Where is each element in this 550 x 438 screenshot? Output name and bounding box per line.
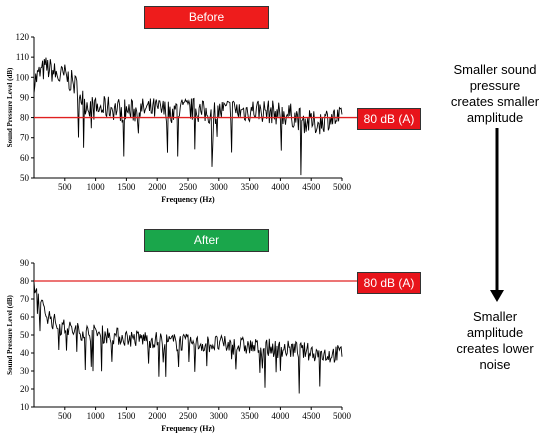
- before-x-tick-label: 3500: [241, 182, 260, 192]
- after-x-tick-label: 500: [58, 411, 72, 421]
- after-series-line: [33, 281, 343, 394]
- after-x-tick-label: 2000: [148, 411, 167, 421]
- after-y-axis-label: Sound Pressure Level (dB): [6, 295, 14, 375]
- before-x-tick-label: 4000: [271, 182, 290, 192]
- after-badge: After: [144, 229, 269, 252]
- before-y-axis-label: Sound Pressure Level (dB): [6, 67, 14, 147]
- after-y-tick-label: 30: [20, 366, 30, 376]
- before-x-tick-label: 2000: [148, 182, 167, 192]
- after-x-tick-label: 4500: [302, 411, 321, 421]
- before-x-tick-label: 500: [58, 182, 72, 192]
- after-y-tick-label: 40: [20, 348, 30, 358]
- before-series-line: [33, 57, 343, 176]
- note-bottom-line-3: creates lower: [456, 341, 534, 356]
- before-y-tick-label: 70: [20, 133, 30, 143]
- before-y-tick-label: 120: [16, 32, 30, 42]
- note-bottom-line-4: noise: [479, 357, 511, 372]
- note-top-line-4: amplitude: [466, 110, 524, 125]
- before-x-tick-label: 5000: [333, 182, 352, 192]
- after-y-tick-label: 60: [20, 312, 30, 322]
- after-y-tick-label: 80: [20, 276, 30, 286]
- before-x-tick-label: 1500: [117, 182, 136, 192]
- after-x-tick-label: 4000: [271, 411, 290, 421]
- after-y-tick-label: 10: [20, 402, 30, 412]
- before-badge: Before: [144, 6, 269, 29]
- before-y-tick-label: 50: [20, 173, 30, 183]
- before-x-tick-label: 2500: [179, 182, 198, 192]
- after-y-tick-label: 20: [20, 384, 30, 394]
- note-bottom-line-2: amplitude: [466, 325, 524, 340]
- before-y-tick-label: 60: [20, 153, 30, 163]
- note-top-line-2: pressure: [469, 78, 521, 93]
- before-x-tick-label: 1000: [87, 182, 106, 192]
- before-y-tick-label: 100: [16, 72, 30, 82]
- before-y-tick-label: 80: [20, 113, 30, 123]
- note-bottom-line-1: Smaller: [472, 309, 518, 324]
- after-x-tick-label: 3000: [210, 411, 229, 421]
- after-x-tick-label: 2500: [179, 411, 198, 421]
- after-x-tick-label: 1500: [117, 411, 136, 421]
- note-top-line-3: creates smaller: [450, 94, 540, 109]
- note-top-line-1: Smaller sound: [453, 62, 537, 77]
- after-x-tick-label: 5000: [333, 411, 352, 421]
- after-x-axis-label: Frequency (Hz): [161, 424, 215, 433]
- threshold-badge-before: 80 dB (A): [357, 108, 421, 130]
- arrow-head: [490, 290, 504, 302]
- threshold-badge-after: 80 dB (A): [357, 272, 421, 294]
- before-y-tick-label: 110: [16, 52, 30, 62]
- after-chart: 10 20 30 40 50 60 70 80 90 500 1000 1500 2000 2500 300…: [6, 258, 357, 433]
- before-chart: 50 60 70 80 90 100 110 120 500 1000 1500 2000 2500 30…: [6, 32, 357, 204]
- before-y-tick-label: 90: [20, 92, 30, 102]
- after-y-tick-label: 70: [20, 294, 30, 304]
- after-x-tick-label: 3500: [241, 411, 260, 421]
- note-bottom: Smaller amplitude creates lower noise: [438, 309, 550, 373]
- before-x-axis-label: Frequency (Hz): [161, 195, 215, 204]
- after-y-tick-label: 90: [20, 258, 30, 268]
- before-x-tick-label: 3000: [210, 182, 229, 192]
- note-top: Smaller sound pressure creates smaller a…: [438, 62, 550, 126]
- after-x-tick-label: 1000: [87, 411, 106, 421]
- after-y-tick-label: 50: [20, 330, 30, 340]
- before-x-tick-label: 4500: [302, 182, 321, 192]
